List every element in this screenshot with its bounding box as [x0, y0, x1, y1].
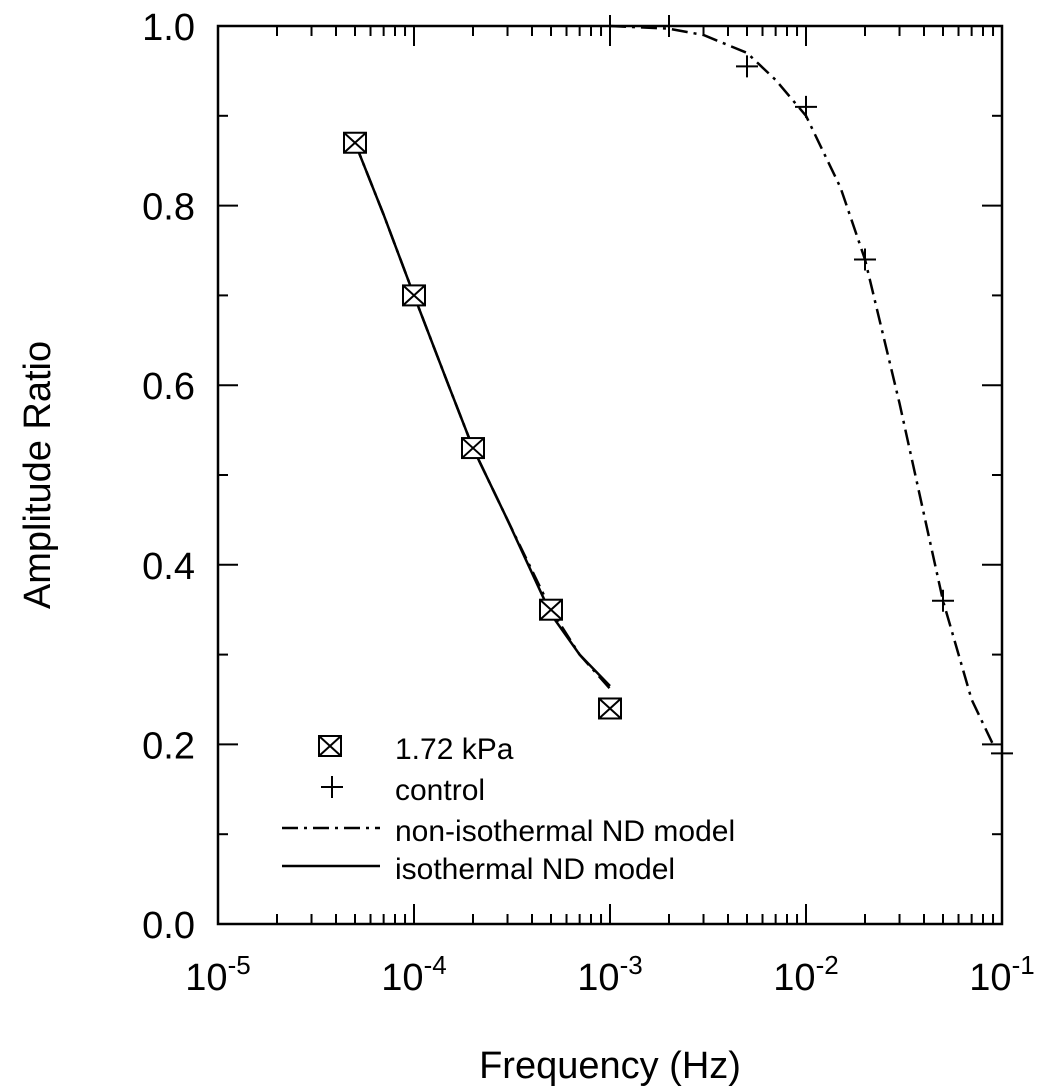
- y-axis-label: Amplitude Ratio: [17, 341, 59, 609]
- y-tick-label: 0.0: [142, 905, 195, 947]
- legend-plus-symbol: [321, 776, 343, 798]
- legend-bowtie-symbol-cross: [318, 735, 342, 757]
- non-isothermal-model-curve: [609, 24, 995, 745]
- bowtie-point-cross: [539, 598, 563, 621]
- legend-label: non-isothermal ND model: [395, 815, 735, 848]
- legend: 1.72 kPa control non-isothermal ND model is…: [282, 733, 735, 886]
- non-isothermal-model-curve: [353, 142, 611, 690]
- x-tick-label: 10-4: [381, 950, 446, 999]
- legend-label: 1.72 kPa: [395, 733, 514, 766]
- x-axis-label: Frequency (Hz): [479, 1045, 741, 1087]
- y-tick-label: 0.4: [142, 546, 195, 588]
- plus-point: [931, 589, 954, 612]
- bowtie-point-cross: [343, 132, 367, 154]
- tick-labels: 0.0 0.2 0.4 0.6 0.8 1.0 10-5 10-4 10-3 10-2 10-1: [142, 7, 1035, 999]
- x-tick-label: 10-2: [773, 950, 838, 999]
- plus-point: [795, 95, 817, 118]
- y-tick-label: 1.0: [142, 7, 195, 49]
- plus-point: [854, 248, 877, 271]
- x-tick-label: 10-5: [185, 950, 250, 999]
- bowtie-point-cross: [598, 697, 622, 720]
- model-curves: [353, 24, 995, 745]
- isothermal-model-curve: [353, 142, 611, 687]
- plot-frame: [216, 24, 1004, 926]
- y-tick-label: 0.8: [142, 187, 195, 229]
- data-points: [342, 15, 1013, 765]
- y-tick-label: 0.2: [142, 725, 195, 767]
- x-tick-label: 10-3: [577, 950, 642, 999]
- legend-label: isothermal ND model: [395, 853, 675, 886]
- bowtie-point-cross: [402, 284, 426, 307]
- y-tick-label: 0.6: [142, 366, 195, 408]
- x-tick-label: 10-1: [969, 950, 1034, 999]
- legend-label: control: [395, 774, 485, 807]
- axis-ticks: [217, 25, 1003, 925]
- bowtie-point-cross: [461, 437, 485, 459]
- plus-point: [735, 55, 758, 78]
